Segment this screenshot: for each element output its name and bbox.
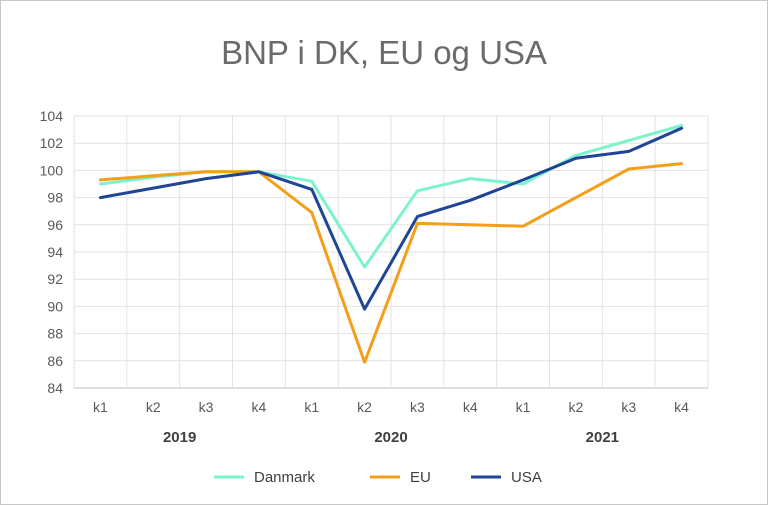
series-line-usa xyxy=(98,126,684,311)
y-tick-label: 92 xyxy=(47,271,63,287)
y-tick-label: 102 xyxy=(40,135,64,151)
x-tick-label: k3 xyxy=(199,399,214,415)
x-tick-label: k4 xyxy=(252,399,267,415)
gridlines xyxy=(73,115,709,389)
series-lines xyxy=(98,124,684,364)
chart-title: BNP i DK, EU og USA xyxy=(221,34,547,71)
y-tick-label: 84 xyxy=(47,380,63,396)
y-tick-label: 100 xyxy=(40,162,64,178)
x-tick-label: k2 xyxy=(146,399,161,415)
year-label: 2021 xyxy=(586,429,619,446)
y-tick-label: 96 xyxy=(47,217,63,233)
y-tick-label: 86 xyxy=(47,353,63,369)
y-axis-ticks: 84 86 88 90 92 94 96 98 100 102 104 xyxy=(40,108,64,396)
y-tick-label: 94 xyxy=(47,244,63,260)
series-line-eu xyxy=(98,162,684,364)
x-axis-ticks: k1 k2 k3 k4 k1 k2 k3 k4 k1 k2 k3 k4 xyxy=(93,399,689,415)
y-tick-label: 104 xyxy=(40,108,64,124)
year-label: 2019 xyxy=(163,429,196,446)
y-tick-label: 98 xyxy=(47,190,63,206)
x-tick-label: k4 xyxy=(463,399,478,415)
year-label: 2020 xyxy=(374,429,407,446)
x-tick-label: k2 xyxy=(357,399,372,415)
legend: Danmark EU USA xyxy=(214,469,542,486)
legend-label: EU xyxy=(410,469,431,486)
x-tick-label: k2 xyxy=(569,399,584,415)
x-tick-label: k3 xyxy=(410,399,425,415)
legend-label: Danmark xyxy=(254,469,315,486)
x-tick-label: k4 xyxy=(674,399,689,415)
x-tick-label: k3 xyxy=(621,399,636,415)
y-tick-label: 88 xyxy=(47,326,63,342)
x-tick-label: k1 xyxy=(516,399,531,415)
x-tick-label: k1 xyxy=(93,399,108,415)
y-tick-label: 90 xyxy=(47,298,63,314)
legend-label: USA xyxy=(511,469,542,486)
x-tick-label: k1 xyxy=(304,399,319,415)
year-group-labels: 2019 2020 2021 xyxy=(163,429,619,446)
